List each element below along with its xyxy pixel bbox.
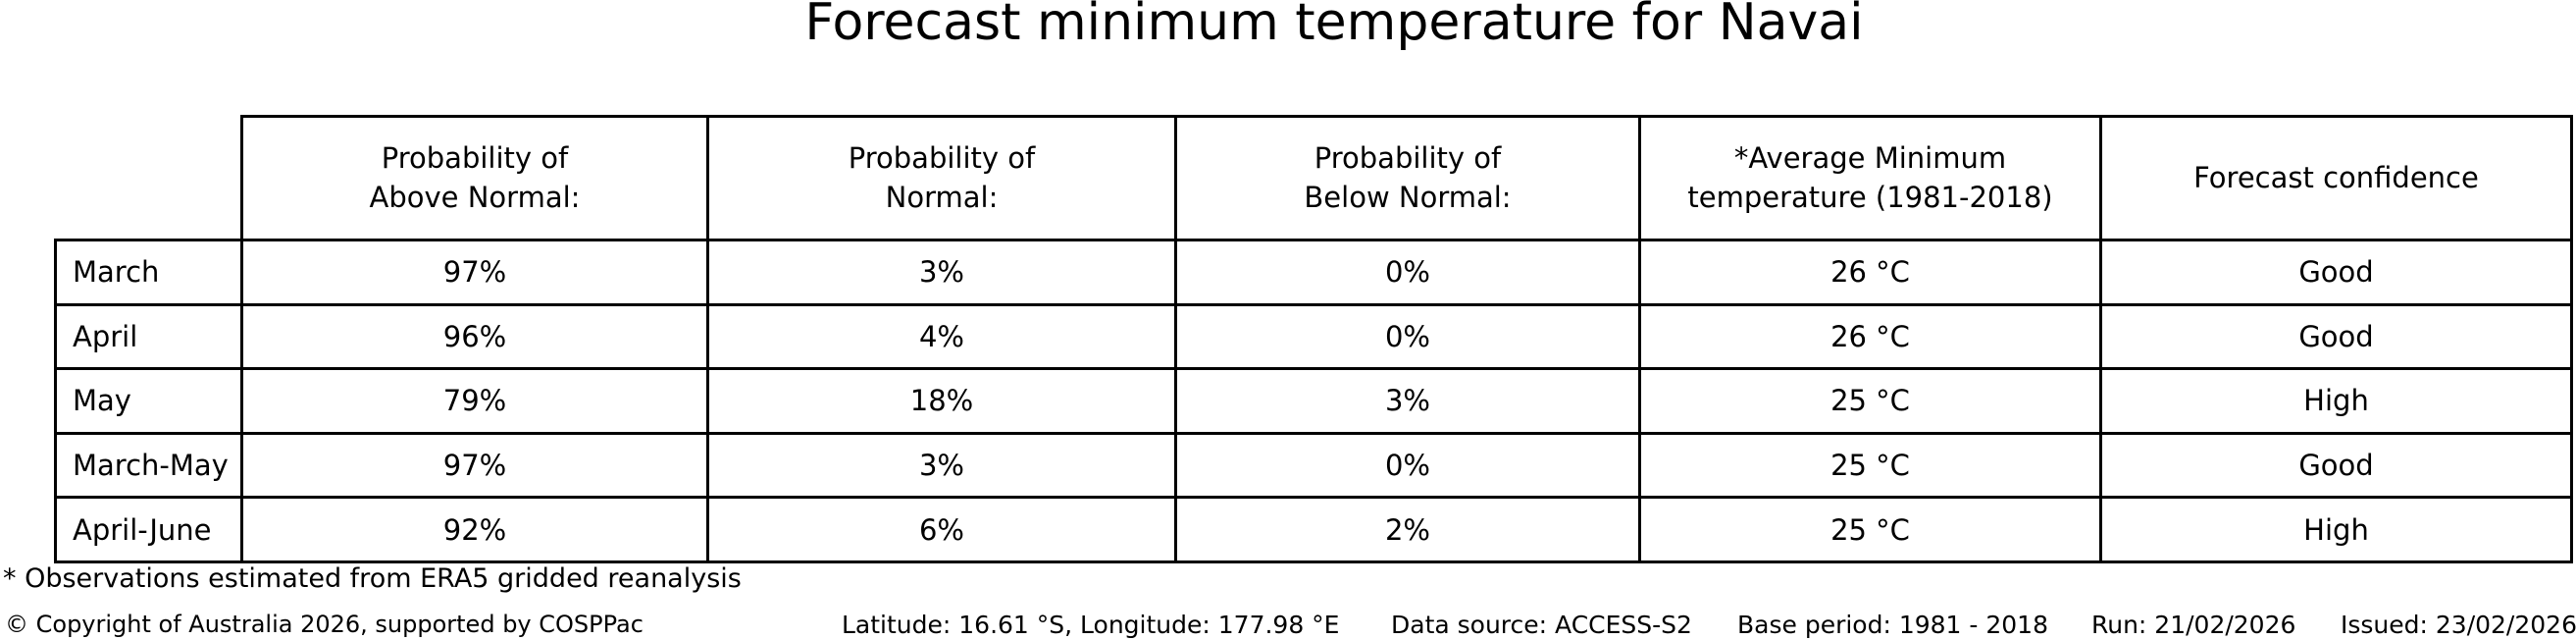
cell-avg-min-temp: 26 °C — [1638, 302, 2102, 371]
cell-normal: 4% — [706, 302, 1177, 371]
row-label: March — [54, 239, 243, 306]
cell-confidence: Good — [2099, 431, 2573, 500]
table-row-march: March 97% 3% 0% 26 °C Good — [54, 239, 2573, 306]
col-header-below-normal: Probability of Below Normal: — [1174, 115, 1641, 241]
col-header-line: Normal: — [885, 180, 999, 214]
col-header-normal: Probability of Normal: — [706, 115, 1177, 241]
cell-below-normal: 0% — [1174, 302, 1641, 371]
row-label: April-June — [54, 496, 243, 563]
cell-below-normal: 0% — [1174, 239, 1641, 306]
lat-long-text: Latitude: 16.61 °S, Longitude: 177.98 °E — [842, 611, 1340, 639]
cell-confidence: Good — [2099, 302, 2573, 371]
col-header-line: Above Normal: — [369, 180, 581, 214]
cell-below-normal: 0% — [1174, 431, 1641, 500]
col-header-line: Probability of — [848, 141, 1036, 176]
table-corner-cell — [56, 117, 242, 240]
cell-avg-min-temp: 25 °C — [1638, 496, 2102, 563]
row-label: May — [54, 367, 243, 435]
col-header-line: *Average Minimum — [1733, 141, 2007, 176]
page-title: Forecast minimum temperature for Navai — [804, 0, 1864, 52]
cell-normal: 3% — [706, 239, 1177, 306]
col-header-line: temperature (1981-2018) — [1687, 180, 2053, 214]
col-header-line: Below Normal: — [1304, 180, 1512, 214]
cell-avg-min-temp: 25 °C — [1638, 431, 2102, 500]
cell-confidence: High — [2099, 367, 2573, 435]
col-header-line: Probability of — [1314, 141, 1502, 176]
col-header-line: Probability of — [381, 141, 569, 176]
cell-confidence: High — [2099, 496, 2573, 563]
table-row-march-may: March-May 97% 3% 0% 25 °C Good — [54, 431, 2573, 500]
col-header-forecast-confidence: Forecast confidence — [2099, 115, 2573, 241]
data-source-text: Data source: ACCESS-S2 — [1391, 611, 1692, 639]
cell-avg-min-temp: 26 °C — [1638, 239, 2102, 306]
run-date-text: Run: 21/02/2026 — [2091, 611, 2296, 639]
table-row-april: April 96% 4% 0% 26 °C Good — [54, 302, 2573, 371]
base-period-text: Base period: 1981 - 2018 — [1737, 611, 2048, 639]
cell-avg-min-temp: 25 °C — [1638, 367, 2102, 435]
cell-above-normal: 92% — [240, 496, 709, 563]
row-label: March-May — [54, 431, 243, 500]
cell-above-normal: 96% — [240, 302, 709, 371]
cell-above-normal: 97% — [240, 239, 709, 306]
col-header-avg-min-temp: *Average Minimum temperature (1981-2018) — [1638, 115, 2102, 241]
cell-normal: 18% — [706, 367, 1177, 435]
copyright-text: © Copyright of Australia 2026, supported… — [5, 611, 644, 638]
col-header-line: Forecast confidence — [2193, 160, 2479, 194]
cell-normal: 6% — [706, 496, 1177, 563]
table-row-may: May 79% 18% 3% 25 °C High — [54, 367, 2573, 435]
cell-confidence: Good — [2099, 239, 2573, 306]
table-row-april-june: April-June 92% 6% 2% 25 °C High — [54, 496, 2573, 563]
table-header-row: Probability of Above Normal: Probability… — [56, 115, 2573, 241]
cell-below-normal: 3% — [1174, 367, 1641, 435]
row-label: April — [54, 302, 243, 371]
observations-footnote: * Observations estimated from ERA5 gridd… — [3, 563, 742, 594]
cell-above-normal: 97% — [240, 431, 709, 500]
cell-normal: 3% — [706, 431, 1177, 500]
issued-date-text: Issued: 23/02/2026 — [2341, 611, 2576, 639]
col-header-above-normal: Probability of Above Normal: — [240, 115, 709, 241]
cell-below-normal: 2% — [1174, 496, 1641, 563]
forecast-table: Probability of Above Normal: Probability… — [54, 115, 2573, 563]
cell-above-normal: 79% — [240, 367, 709, 435]
